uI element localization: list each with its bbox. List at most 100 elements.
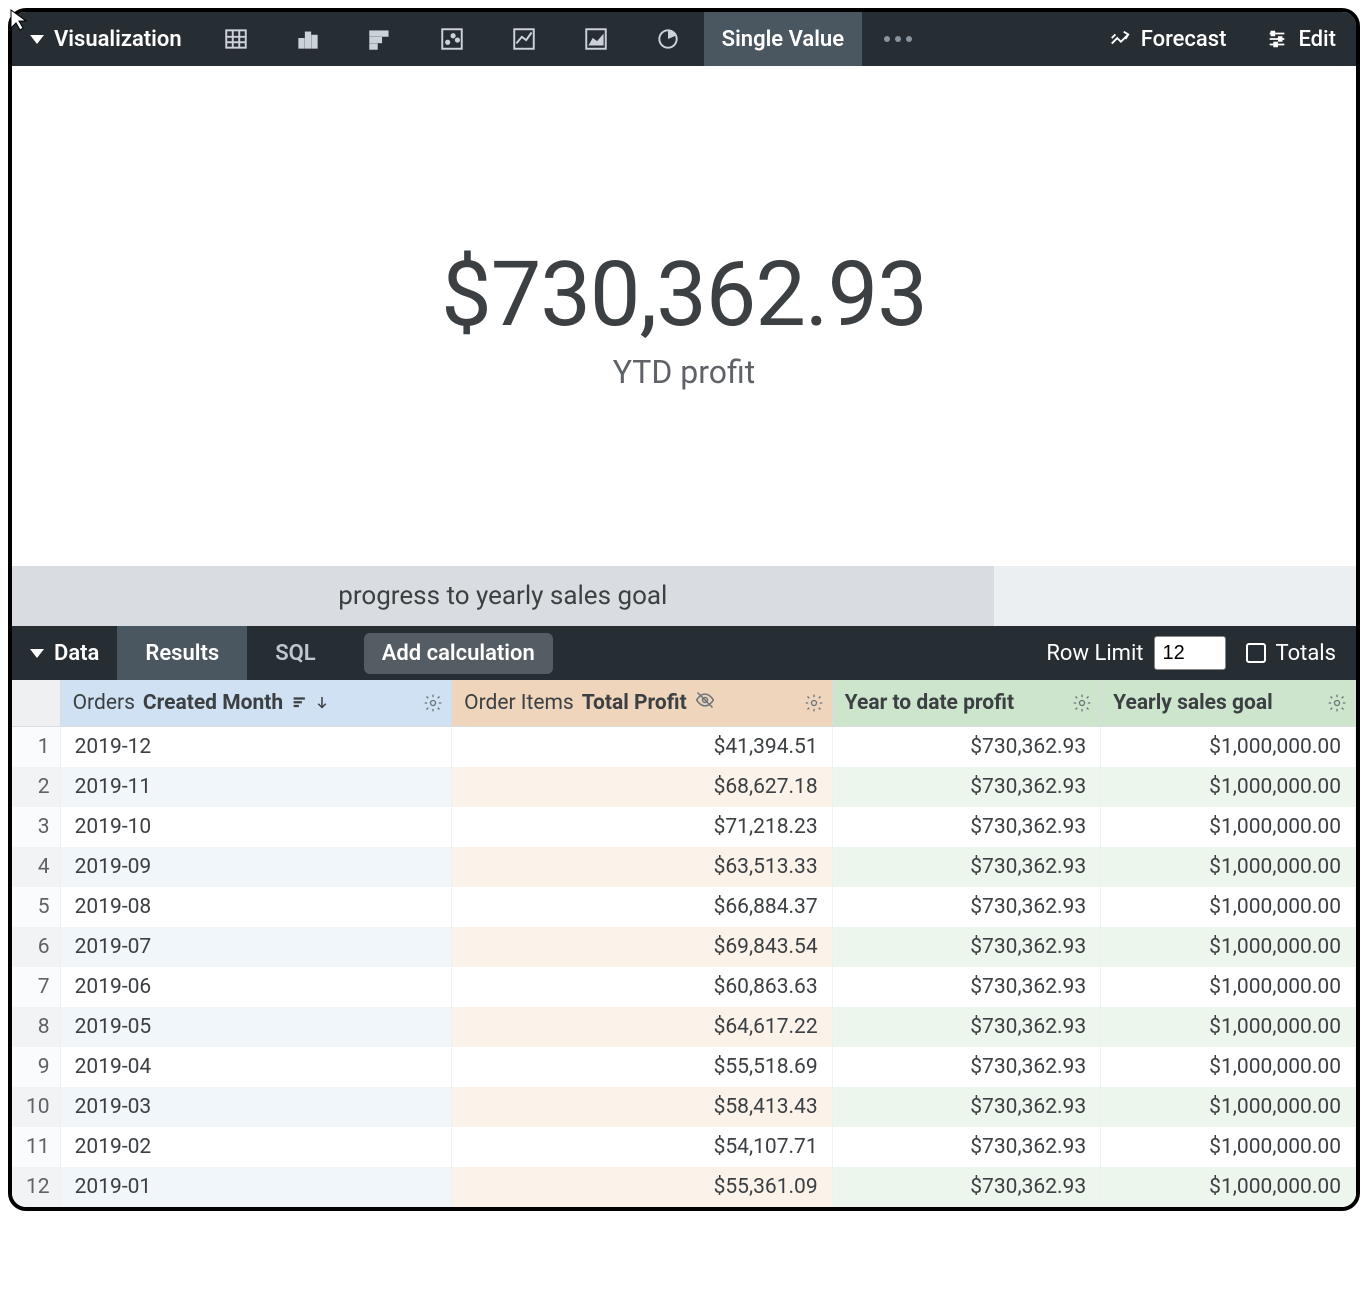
viz-more-button[interactable] bbox=[862, 12, 934, 66]
visualization-dropdown[interactable]: Visualization bbox=[12, 27, 200, 52]
hidden-icon bbox=[695, 690, 715, 716]
table-row[interactable]: 72019-06$60,863.63$730,362.93$1,000,000.… bbox=[12, 967, 1356, 1007]
cell-ytd: $730,362.93 bbox=[832, 1047, 1100, 1087]
visualization-toolbar: Visualization Single Value Forecast Edit bbox=[12, 12, 1356, 66]
single-value-label: YTD profit bbox=[613, 353, 755, 391]
viz-area-icon[interactable] bbox=[560, 12, 632, 66]
viz-pie-icon[interactable] bbox=[632, 12, 704, 66]
table-row[interactable]: 52019-08$66,884.37$730,362.93$1,000,000.… bbox=[12, 887, 1356, 927]
column-header-total-profit[interactable]: Order Items Total Profit bbox=[452, 680, 833, 727]
gear-icon[interactable] bbox=[423, 693, 443, 713]
cell-ytd: $730,362.93 bbox=[832, 847, 1100, 887]
row-number: 4 bbox=[12, 847, 60, 887]
table-row[interactable]: 62019-07$69,843.54$730,362.93$1,000,000.… bbox=[12, 927, 1356, 967]
row-number: 11 bbox=[12, 1127, 60, 1167]
forecast-button[interactable]: Forecast bbox=[1089, 12, 1247, 66]
cell-month: 2019-07 bbox=[60, 927, 452, 967]
edit-button[interactable]: Edit bbox=[1246, 12, 1356, 66]
chevron-down-icon bbox=[30, 649, 44, 658]
viz-type-icons: Single Value bbox=[200, 12, 934, 66]
row-number: 9 bbox=[12, 1047, 60, 1087]
cell-goal: $1,000,000.00 bbox=[1101, 807, 1356, 847]
cell-ytd: $730,362.93 bbox=[832, 767, 1100, 807]
cell-month: 2019-02 bbox=[60, 1127, 452, 1167]
row-number: 2 bbox=[12, 767, 60, 807]
progress-remainder bbox=[994, 566, 1356, 626]
cell-profit: $68,627.18 bbox=[452, 767, 833, 807]
cell-ytd: $730,362.93 bbox=[832, 1167, 1100, 1207]
cell-month: 2019-06 bbox=[60, 967, 452, 1007]
cell-month: 2019-01 bbox=[60, 1167, 452, 1207]
cell-goal: $1,000,000.00 bbox=[1101, 967, 1356, 1007]
row-number: 12 bbox=[12, 1167, 60, 1207]
cell-month: 2019-08 bbox=[60, 887, 452, 927]
rownum-header bbox=[12, 680, 60, 727]
viz-single-value-button[interactable]: Single Value bbox=[704, 12, 862, 66]
totals-label: Totals bbox=[1276, 641, 1336, 666]
results-table: Orders Created Month Order Items Total P… bbox=[12, 680, 1356, 1207]
progress-bar: progress to yearly sales goal bbox=[12, 566, 1356, 626]
table-row[interactable]: 32019-10$71,218.23$730,362.93$1,000,000.… bbox=[12, 807, 1356, 847]
table-row[interactable]: 12019-12$41,394.51$730,362.93$1,000,000.… bbox=[12, 727, 1356, 768]
table-row[interactable]: 102019-03$58,413.43$730,362.93$1,000,000… bbox=[12, 1087, 1356, 1127]
gear-icon[interactable] bbox=[804, 693, 824, 713]
chevron-down-icon bbox=[30, 35, 44, 44]
cell-ytd: $730,362.93 bbox=[832, 807, 1100, 847]
cell-goal: $1,000,000.00 bbox=[1101, 1087, 1356, 1127]
viz-bar-icon[interactable] bbox=[272, 12, 344, 66]
viz-scatter-icon[interactable] bbox=[416, 12, 488, 66]
sort-desc-icon bbox=[291, 694, 331, 712]
table-row[interactable]: 82019-05$64,617.22$730,362.93$1,000,000.… bbox=[12, 1007, 1356, 1047]
cell-month: 2019-09 bbox=[60, 847, 452, 887]
cell-profit: $41,394.51 bbox=[452, 727, 833, 768]
tab-results[interactable]: Results bbox=[117, 626, 247, 680]
cell-goal: $1,000,000.00 bbox=[1101, 1127, 1356, 1167]
table-row[interactable]: 22019-11$68,627.18$730,362.93$1,000,000.… bbox=[12, 767, 1356, 807]
table-row[interactable]: 92019-04$55,518.69$730,362.93$1,000,000.… bbox=[12, 1047, 1356, 1087]
cell-month: 2019-04 bbox=[60, 1047, 452, 1087]
cell-profit: $55,518.69 bbox=[452, 1047, 833, 1087]
cell-ytd: $730,362.93 bbox=[832, 1087, 1100, 1127]
row-number: 8 bbox=[12, 1007, 60, 1047]
cell-goal: $1,000,000.00 bbox=[1101, 1007, 1356, 1047]
cell-goal: $1,000,000.00 bbox=[1101, 727, 1356, 768]
row-number: 7 bbox=[12, 967, 60, 1007]
data-toolbar: Data Results SQL Add calculation Row Lim… bbox=[12, 626, 1356, 680]
totals-checkbox[interactable] bbox=[1246, 643, 1266, 663]
column-header-ytd-profit[interactable]: Year to date profit bbox=[832, 680, 1100, 727]
cell-profit: $54,107.71 bbox=[452, 1127, 833, 1167]
visualization-title: Visualization bbox=[54, 27, 182, 52]
cell-profit: $60,863.63 bbox=[452, 967, 833, 1007]
cell-profit: $63,513.33 bbox=[452, 847, 833, 887]
cell-profit: $58,413.43 bbox=[452, 1087, 833, 1127]
cell-goal: $1,000,000.00 bbox=[1101, 1047, 1356, 1087]
row-limit-input[interactable] bbox=[1154, 636, 1226, 670]
row-number: 10 bbox=[12, 1087, 60, 1127]
gear-icon[interactable] bbox=[1072, 693, 1092, 713]
viz-hbar-icon[interactable] bbox=[344, 12, 416, 66]
column-header-yearly-goal[interactable]: Yearly sales goal bbox=[1101, 680, 1356, 727]
table-row[interactable]: 122019-01$55,361.09$730,362.93$1,000,000… bbox=[12, 1167, 1356, 1207]
cell-month: 2019-03 bbox=[60, 1087, 452, 1127]
single-value-panel: $730,362.93 YTD profit bbox=[12, 66, 1356, 566]
column-header-created-month[interactable]: Orders Created Month bbox=[60, 680, 452, 727]
gear-icon[interactable] bbox=[1327, 693, 1347, 713]
tab-sql[interactable]: SQL bbox=[247, 626, 344, 680]
cell-ytd: $730,362.93 bbox=[832, 887, 1100, 927]
cell-profit: $64,617.22 bbox=[452, 1007, 833, 1047]
table-row[interactable]: 112019-02$54,107.71$730,362.93$1,000,000… bbox=[12, 1127, 1356, 1167]
row-limit-label: Row Limit bbox=[1046, 641, 1143, 666]
viz-table-icon[interactable] bbox=[200, 12, 272, 66]
cell-goal: $1,000,000.00 bbox=[1101, 767, 1356, 807]
cell-month: 2019-11 bbox=[60, 767, 452, 807]
row-number: 6 bbox=[12, 927, 60, 967]
sliders-icon bbox=[1266, 28, 1288, 50]
cell-goal: $1,000,000.00 bbox=[1101, 847, 1356, 887]
cell-ytd: $730,362.93 bbox=[832, 1007, 1100, 1047]
data-dropdown[interactable]: Data bbox=[12, 641, 117, 666]
add-calculation-button[interactable]: Add calculation bbox=[364, 633, 553, 674]
row-number: 1 bbox=[12, 727, 60, 768]
viz-line-icon[interactable] bbox=[488, 12, 560, 66]
table-row[interactable]: 42019-09$63,513.33$730,362.93$1,000,000.… bbox=[12, 847, 1356, 887]
cell-goal: $1,000,000.00 bbox=[1101, 887, 1356, 927]
